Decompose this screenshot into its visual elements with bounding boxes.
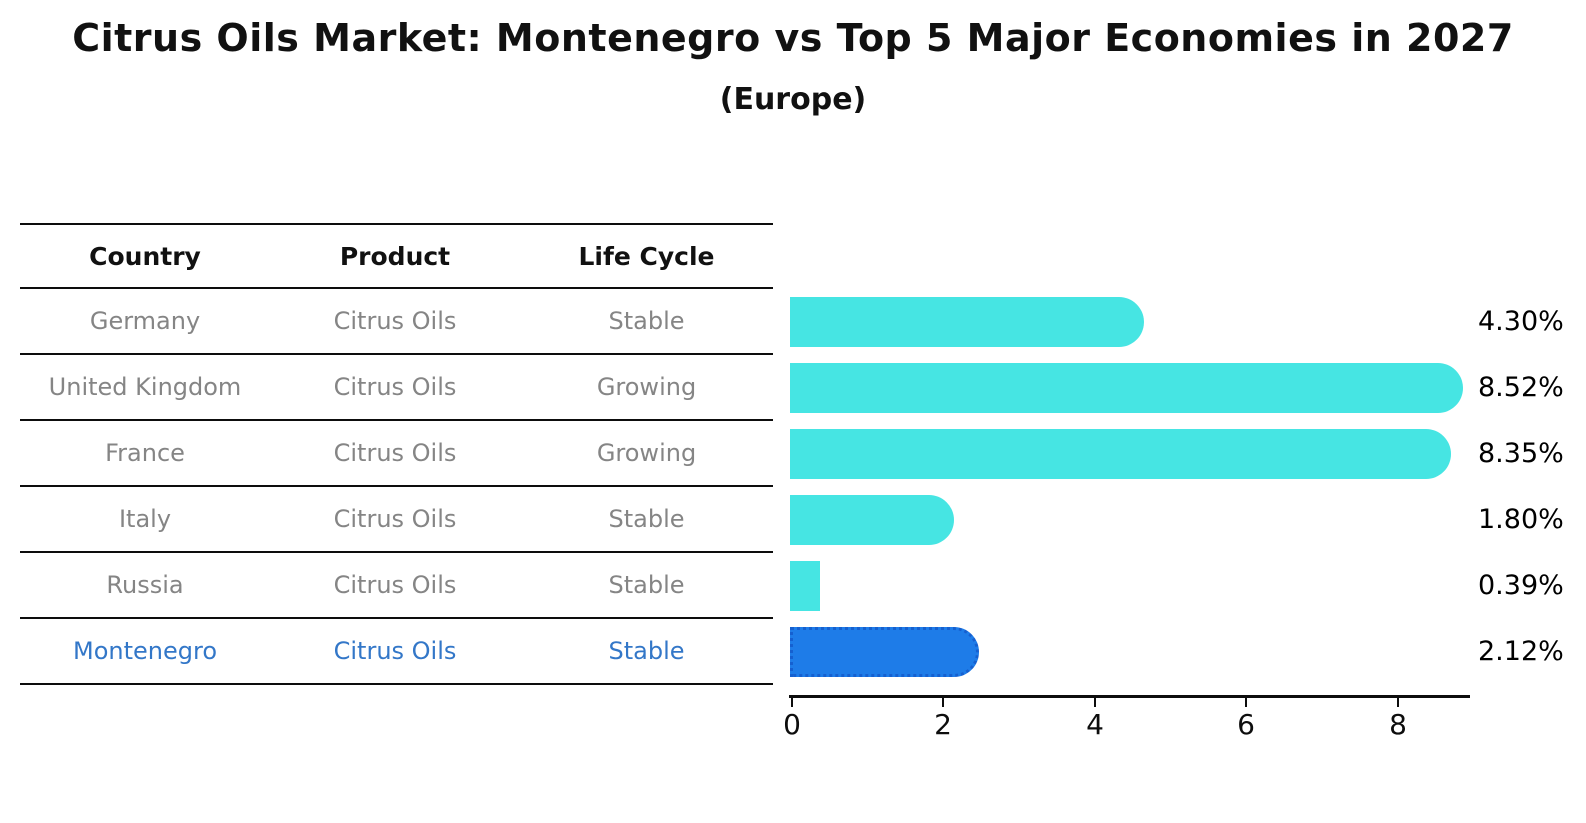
x-tick-label: 8 (1389, 708, 1407, 741)
cell-life-cycle: Growing (596, 439, 697, 467)
chart-subtitle: (Europe) (719, 82, 867, 117)
cell-product: Citrus Oils (333, 637, 457, 665)
country-table: Country Product Life Cycle Germany Citru… (20, 223, 773, 685)
table-row-france: France Citrus Oils Growing (20, 421, 773, 487)
cell-country: United Kingdom (48, 373, 242, 401)
cell-product: Citrus Oils (333, 439, 457, 467)
table-row-united-kingdom: United Kingdom Citrus Oils Growing (20, 355, 773, 421)
x-axis-line (789, 695, 1470, 698)
cell-life-cycle: Stable (608, 637, 685, 665)
cell-life-cycle: Growing (596, 373, 697, 401)
bar-france (790, 429, 1451, 479)
table-row-russia: Russia Citrus Oils Stable (20, 553, 773, 619)
table-row-montenegro: Montenegro Citrus Oils Stable (20, 619, 773, 685)
x-tick-mark (942, 698, 944, 707)
cell-product: Citrus Oils (333, 505, 457, 533)
x-tick-label: 0 (783, 708, 801, 741)
header-product: Product (339, 242, 451, 271)
cell-product: Citrus Oils (333, 307, 457, 335)
x-tick-mark (1245, 698, 1247, 707)
table-row-italy: Italy Citrus Oils Stable (20, 487, 773, 553)
x-tick-label: 4 (1086, 708, 1104, 741)
cell-country: France (105, 439, 185, 467)
header-life-cycle: Life Cycle (578, 242, 715, 271)
cell-product: Citrus Oils (333, 571, 457, 599)
x-tick-mark (1397, 698, 1399, 707)
bar-russia (790, 561, 820, 611)
table-header-row: Country Product Life Cycle (20, 223, 773, 289)
cell-life-cycle: Stable (608, 307, 685, 335)
bar-italy (790, 495, 954, 545)
value-label-united-kingdom: 8.52% (1478, 372, 1564, 403)
x-tick-mark (791, 698, 793, 707)
cell-country: Italy (118, 505, 172, 533)
value-label-montenegro: 2.12% (1478, 636, 1564, 667)
bar-montenegro (790, 627, 979, 677)
value-label-france: 8.35% (1478, 438, 1564, 469)
bar-united-kingdom (790, 363, 1463, 413)
header-country: Country (89, 242, 201, 271)
x-tick-mark (1094, 698, 1096, 707)
bar-germany (790, 297, 1144, 347)
table-row-germany: Germany Citrus Oils Stable (20, 289, 773, 355)
cell-country: Germany (89, 307, 201, 335)
cell-life-cycle: Stable (608, 571, 685, 599)
value-label-italy: 1.80% (1478, 504, 1564, 535)
x-tick-label: 2 (934, 708, 952, 741)
cell-country: Russia (106, 571, 184, 599)
cell-country: Montenegro (72, 637, 217, 665)
cell-product: Citrus Oils (333, 373, 457, 401)
chart-title: Citrus Oils Market: Montenegro vs Top 5 … (72, 16, 1514, 60)
value-label-germany: 4.30% (1478, 306, 1564, 337)
cell-life-cycle: Stable (608, 505, 685, 533)
value-label-russia: 0.39% (1478, 570, 1564, 601)
x-tick-label: 6 (1237, 708, 1255, 741)
